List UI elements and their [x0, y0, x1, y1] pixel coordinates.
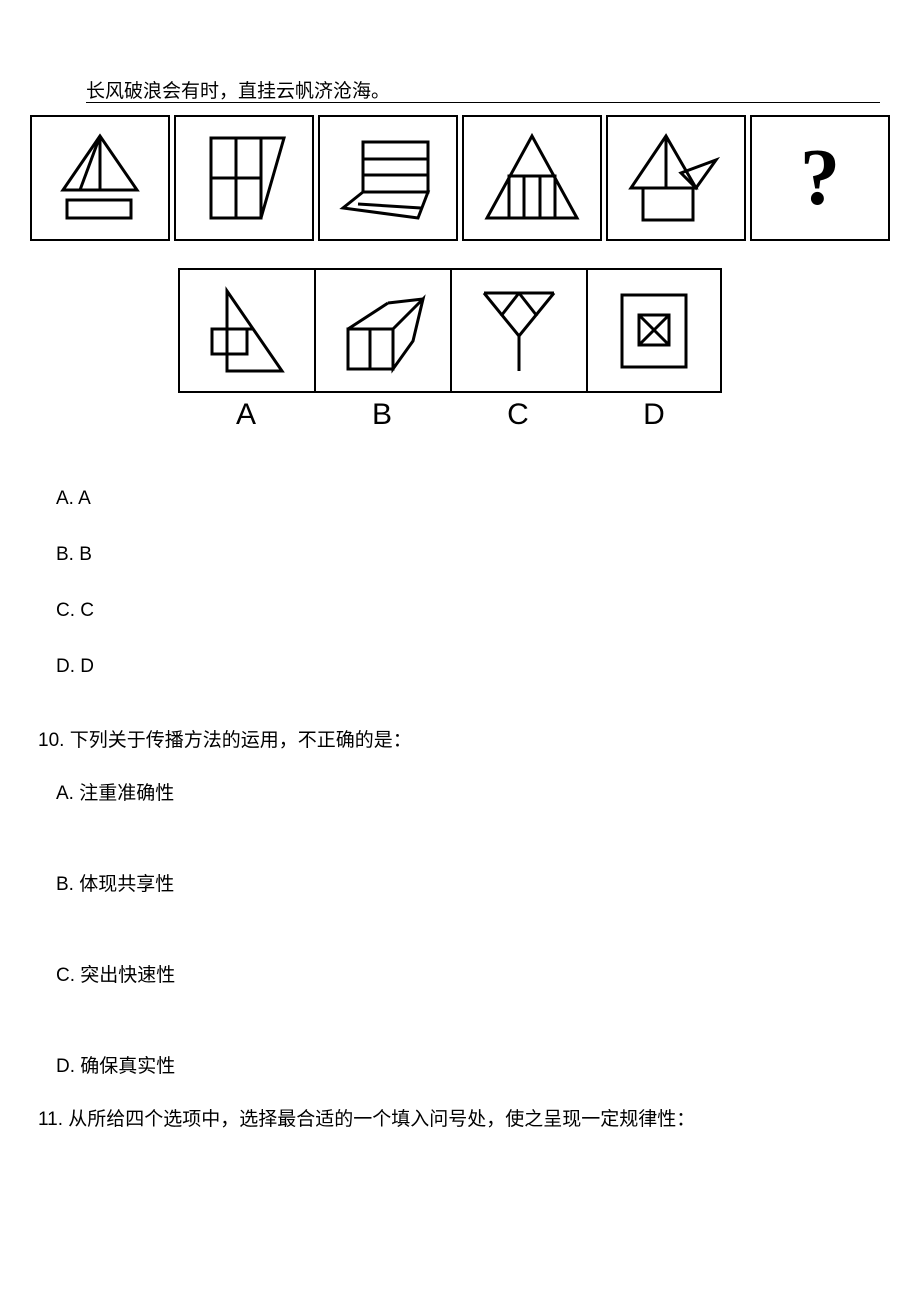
label-B: B: [314, 398, 450, 432]
q9-opt-D: D. D: [56, 656, 94, 678]
seq-cell-2: [174, 115, 314, 241]
q9-opt-A: A. A: [56, 488, 94, 510]
question-10: 10. 下列关于传播方法的运用，不正确的是：: [38, 725, 412, 752]
q10-opt-A: A. 注重准确性: [56, 778, 175, 805]
label-A: A: [178, 398, 314, 432]
shape-2-icon: [189, 128, 299, 228]
option-figures-row: [178, 268, 722, 393]
sequence-figures-row: ?: [30, 115, 890, 241]
q9-opt-C: C. C: [56, 600, 94, 622]
q10-opt-C: C. 突出快速性: [56, 960, 175, 987]
seq-cell-6-question: ?: [750, 115, 890, 241]
q10-text: 下列关于传播方法的运用，不正确的是：: [70, 730, 412, 751]
option-C-icon: [469, 281, 569, 381]
opt-cell-A: [178, 268, 314, 393]
header-underline: [86, 102, 880, 103]
shape-3-icon: [333, 128, 443, 228]
option-B-icon: [333, 281, 433, 381]
q10-opt-D: D. 确保真实性: [56, 1051, 175, 1078]
q10-opt-B: B. 体现共享性: [56, 869, 175, 896]
seq-cell-3: [318, 115, 458, 241]
q10-number: 10.: [38, 730, 64, 751]
opt-cell-D: [586, 268, 722, 393]
question-11: 11. 从所给四个选项中，选择最合适的一个填入问号处，使之呈现一定规律性：: [38, 1104, 695, 1131]
label-D: D: [586, 398, 722, 432]
question-mark-icon: ?: [800, 133, 840, 224]
page-header-quote: 长风破浪会有时，直挂云帆济沧海。: [86, 76, 390, 103]
q11-text: 从所给四个选项中，选择最合适的一个填入问号处，使之呈现一定规律性：: [68, 1109, 695, 1130]
seq-cell-1: [30, 115, 170, 241]
opt-cell-B: [314, 268, 450, 393]
seq-cell-5: [606, 115, 746, 241]
option-A-icon: [197, 281, 297, 381]
shape-1-icon: [45, 128, 155, 228]
q11-number: 11.: [38, 1109, 63, 1130]
shape-5-icon: [621, 128, 731, 228]
option-D-icon: [604, 281, 704, 381]
shape-4-icon: [477, 128, 587, 228]
opt-cell-C: [450, 268, 586, 393]
q9-opt-B: B. B: [56, 544, 94, 566]
option-labels-row: A B C D: [178, 398, 722, 432]
seq-cell-4: [462, 115, 602, 241]
label-C: C: [450, 398, 586, 432]
q9-answer-list: A. A B. B C. C D. D: [56, 488, 94, 712]
q10-options-list: A. 注重准确性 B. 体现共享性 C. 突出快速性 D. 确保真实性: [56, 778, 175, 1142]
